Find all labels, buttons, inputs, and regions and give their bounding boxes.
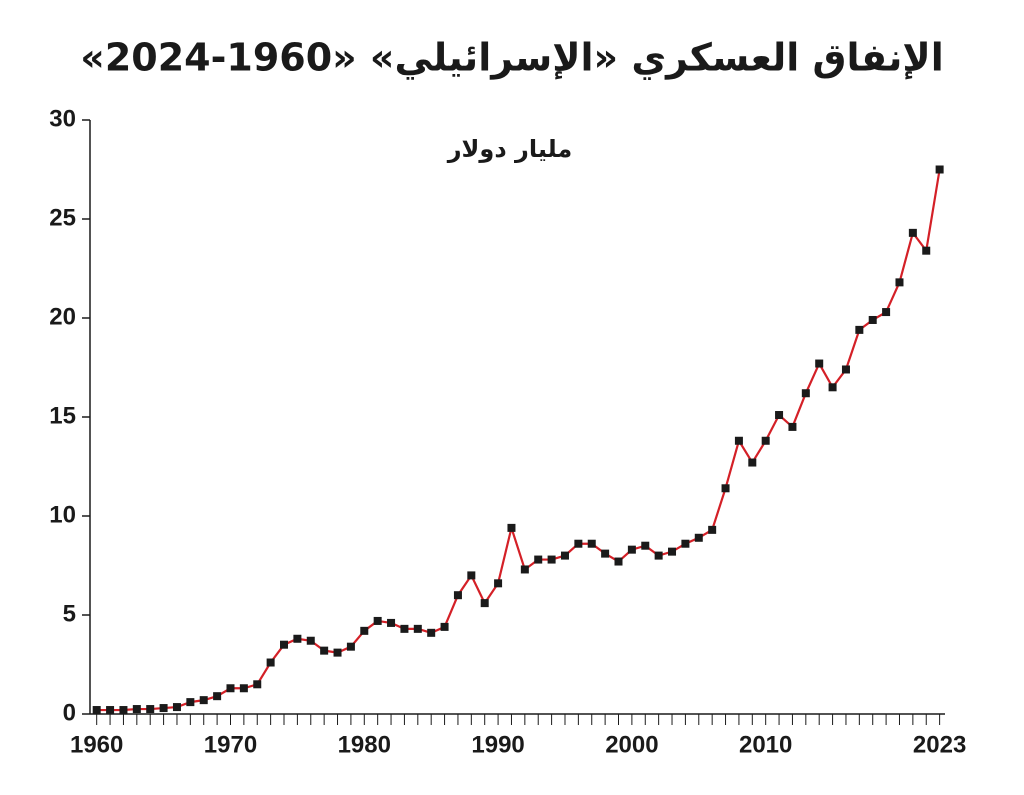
point-marker bbox=[494, 579, 503, 588]
y-tick-label: 10 bbox=[49, 501, 76, 528]
x-tick-label: 1990 bbox=[471, 731, 524, 758]
point-marker bbox=[280, 640, 289, 649]
point-marker bbox=[654, 551, 663, 560]
point-marker bbox=[614, 557, 623, 566]
y-tick-label: 0 bbox=[63, 699, 76, 726]
point-marker bbox=[547, 555, 556, 564]
chart-subtitle: مليار دولار bbox=[447, 135, 573, 163]
point-marker bbox=[601, 549, 610, 558]
point-marker bbox=[159, 704, 168, 713]
chart-title: الإنفاق العسكري «الإسرائيلي» «1960-2024» bbox=[80, 36, 943, 80]
point-marker bbox=[828, 383, 837, 392]
point-marker bbox=[922, 246, 931, 255]
point-marker bbox=[520, 565, 529, 574]
point-marker bbox=[855, 325, 864, 334]
point-marker bbox=[882, 308, 891, 317]
x-tick-label: 2000 bbox=[605, 731, 658, 758]
point-marker bbox=[788, 422, 797, 431]
point-marker bbox=[841, 365, 850, 374]
series-line bbox=[96, 169, 941, 712]
x-tick-label: 1960 bbox=[70, 731, 123, 758]
point-marker bbox=[253, 680, 262, 689]
point-marker bbox=[734, 436, 743, 445]
point-marker bbox=[146, 705, 155, 714]
point-marker bbox=[106, 706, 115, 715]
point-marker bbox=[132, 705, 141, 714]
y-tick-label: 20 bbox=[49, 303, 76, 330]
point-marker bbox=[119, 706, 128, 715]
point-marker bbox=[708, 525, 717, 534]
point-marker bbox=[306, 636, 315, 645]
point-marker bbox=[427, 628, 436, 637]
point-marker bbox=[480, 599, 489, 608]
point-marker bbox=[226, 684, 235, 693]
point-marker bbox=[641, 541, 650, 550]
point-marker bbox=[935, 165, 944, 174]
point-marker bbox=[815, 359, 824, 368]
x-tick-label: 1980 bbox=[338, 731, 391, 758]
point-marker bbox=[440, 622, 449, 631]
point-marker bbox=[627, 545, 636, 554]
point-marker bbox=[681, 539, 690, 548]
point-marker bbox=[507, 523, 516, 532]
point-marker bbox=[668, 547, 677, 556]
point-marker bbox=[895, 278, 904, 287]
point-marker bbox=[868, 315, 877, 324]
point-marker bbox=[413, 624, 422, 633]
point-marker bbox=[346, 642, 355, 651]
point-marker bbox=[199, 696, 208, 705]
point-marker bbox=[721, 484, 730, 493]
y-tick-label: 15 bbox=[49, 402, 76, 429]
point-marker bbox=[266, 658, 275, 667]
point-marker bbox=[213, 692, 222, 701]
point-marker bbox=[400, 624, 409, 633]
point-marker bbox=[320, 646, 329, 655]
x-tick-label: 2023 bbox=[913, 731, 966, 758]
x-tick-label: 2010 bbox=[739, 731, 792, 758]
point-marker bbox=[92, 706, 101, 715]
point-marker bbox=[360, 626, 369, 635]
point-marker bbox=[172, 703, 181, 712]
point-marker bbox=[239, 684, 248, 693]
y-tick-label: 30 bbox=[49, 105, 76, 132]
point-marker bbox=[761, 436, 770, 445]
point-marker bbox=[908, 228, 917, 237]
y-tick-label: 5 bbox=[63, 600, 76, 627]
point-marker bbox=[748, 458, 757, 467]
point-marker bbox=[293, 634, 302, 643]
point-marker bbox=[387, 618, 396, 627]
point-marker bbox=[333, 648, 342, 657]
point-marker bbox=[467, 571, 476, 580]
point-marker bbox=[534, 555, 543, 564]
point-marker bbox=[373, 616, 382, 625]
point-marker bbox=[453, 591, 462, 600]
y-tick-label: 25 bbox=[49, 204, 76, 231]
point-marker bbox=[560, 551, 569, 560]
point-marker bbox=[587, 539, 596, 548]
point-marker bbox=[186, 698, 195, 707]
x-tick-label: 1970 bbox=[204, 731, 257, 758]
point-marker bbox=[801, 389, 810, 398]
point-marker bbox=[775, 411, 784, 420]
point-marker bbox=[694, 533, 703, 542]
point-marker bbox=[574, 539, 583, 548]
